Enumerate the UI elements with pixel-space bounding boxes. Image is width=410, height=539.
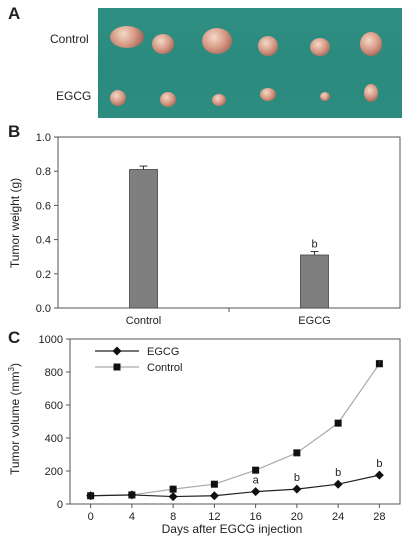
volume-y-axis-label: Tumor volume (mm3) — [7, 363, 22, 475]
volume-significance-label: b — [294, 472, 300, 484]
volume-x-tick-label: 28 — [373, 511, 385, 523]
tumor-control-3 — [202, 28, 232, 54]
weight-y-tick-label: 1.0 — [36, 132, 51, 144]
legend-marker-egcg — [112, 346, 122, 356]
weight-y-axis-label: Tumor weight (g) — [8, 178, 22, 268]
volume-y-tick-label: 1000 — [39, 334, 63, 346]
volume-x-axis-label: Days after EGCG injection — [162, 522, 303, 536]
volume-x-tick-label: 0 — [88, 511, 94, 523]
tumor-control-5 — [310, 38, 330, 56]
volume-y-tick-label: 600 — [45, 400, 63, 412]
volume-x-tick-label: 24 — [332, 511, 344, 523]
tumor-volume-line-chart: Tumor volume (mm3) Days after EGCG injec… — [7, 334, 401, 536]
weight-category-label: Control — [126, 315, 161, 325]
volume-point-control — [293, 449, 301, 457]
volume-point-egcg — [86, 491, 96, 501]
volume-x-tick-label: 20 — [291, 511, 303, 523]
weight-bar-control — [129, 169, 158, 309]
volume-point-egcg — [127, 490, 137, 500]
weight-y-tick-label: 0.8 — [36, 166, 51, 178]
tumor-egcg-5 — [320, 92, 330, 101]
photo-row-label-control: Control — [50, 32, 89, 46]
weight-bar-egcg — [300, 254, 329, 309]
weight-y-tick-label: 0.0 — [36, 303, 51, 315]
tumor-egcg-3 — [212, 94, 226, 106]
volume-significance-label: b — [376, 458, 382, 470]
volume-y-tick-label: 400 — [45, 433, 63, 445]
volume-point-egcg — [292, 484, 302, 494]
legend-label-control: Control — [147, 362, 182, 374]
volume-x-tick-label: 16 — [250, 511, 262, 523]
weight-y-tick-label: 0.2 — [36, 269, 51, 281]
tumor-photo — [98, 8, 402, 118]
panel-a-letter: A — [8, 4, 21, 23]
volume-line-egcg — [90, 474, 380, 498]
volume-x-tick-label: 8 — [170, 511, 176, 523]
volume-significance-label: b — [335, 467, 341, 479]
weight-y-tick-label: 0.6 — [36, 200, 51, 212]
volume-x-tick-label: 4 — [129, 511, 135, 523]
volume-point-egcg — [333, 479, 343, 489]
tumor-egcg-1 — [110, 90, 126, 106]
volume-point-control — [210, 480, 218, 488]
volume-point-egcg — [374, 470, 384, 480]
volume-y-tick-label: 0 — [57, 499, 63, 511]
volume-point-control — [334, 419, 342, 427]
panel-b-letter: B — [8, 122, 21, 141]
volume-point-control — [169, 485, 177, 493]
tumor-control-1 — [110, 26, 144, 48]
volume-point-egcg — [168, 492, 178, 502]
legend-label-egcg: EGCG — [147, 346, 179, 358]
weight-plot-frame — [57, 136, 401, 309]
panel-c-letter: C — [8, 328, 21, 347]
volume-y-tick-label: 200 — [45, 466, 63, 478]
volume-point-control — [252, 466, 260, 474]
weight-significance-label: b — [311, 239, 317, 251]
photo-row-label-egcg: EGCG — [56, 89, 92, 103]
tumor-control-6 — [360, 32, 382, 56]
volume-y-tick-label: 800 — [45, 367, 63, 379]
volume-plot-frame — [69, 338, 401, 505]
tumor-control-2 — [152, 34, 174, 54]
volume-line-control — [90, 363, 380, 497]
weight-category-label: EGCG — [298, 315, 330, 325]
tumor-control-4 — [258, 36, 278, 56]
volume-significance-label: a — [253, 475, 260, 487]
weight-y-tick-label: 0.4 — [36, 235, 51, 247]
legend-marker-control — [113, 363, 121, 371]
volume-point-egcg — [251, 487, 261, 497]
volume-x-tick-label: 12 — [208, 511, 220, 523]
volume-point-egcg — [209, 491, 219, 501]
tumor-egcg-6 — [364, 84, 378, 102]
tumor-egcg-4 — [260, 88, 276, 101]
tumor-egcg-2 — [160, 92, 176, 107]
tumor-weight-bar-chart: Tumor weight (g) 0.0 0.2 0.4 0.6 0.8 1.0 Contr… — [8, 132, 401, 325]
